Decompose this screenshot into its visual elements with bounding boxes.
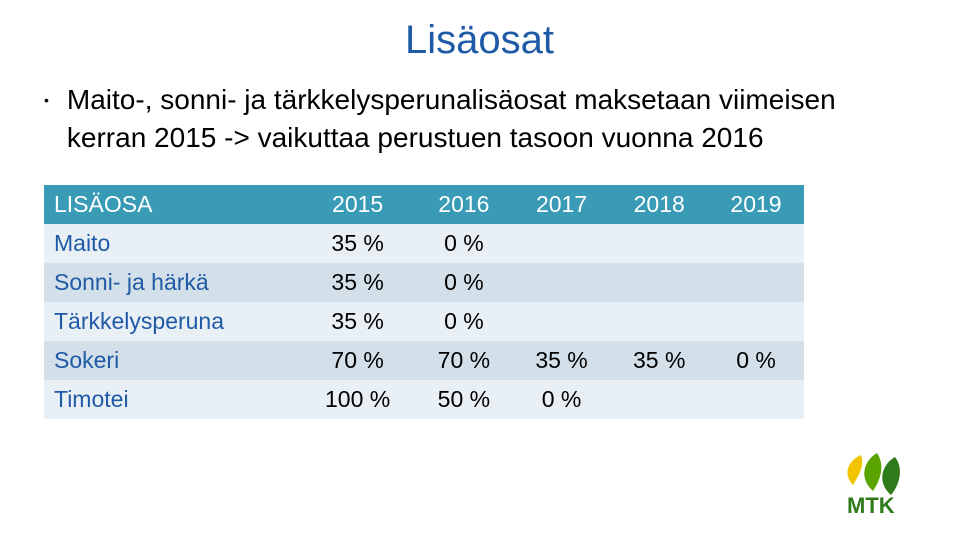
table-cell <box>708 224 804 263</box>
table-cell: 0 % <box>415 263 513 302</box>
table-cell: 0 % <box>708 341 804 380</box>
slide: Lisäosat • Maito-, sonni- ja tärkkelyspe… <box>0 0 959 541</box>
table-header-year: 2019 <box>708 185 804 224</box>
table-cell: 35 % <box>513 341 611 380</box>
table-row-label: Sokeri <box>44 341 300 380</box>
table-cell <box>610 380 708 419</box>
table-row: Tärkkelysperuna 35 % 0 % <box>44 302 804 341</box>
table-row-label: Maito <box>44 224 300 263</box>
table-row: Sonni- ja härkä 35 % 0 % <box>44 263 804 302</box>
table-cell <box>708 380 804 419</box>
table-cell: 35 % <box>300 224 415 263</box>
bullet-item: • Maito-, sonni- ja tärkkelysperunalisäo… <box>44 81 919 157</box>
table-cell <box>513 302 611 341</box>
table-row-label: Tärkkelysperuna <box>44 302 300 341</box>
table-header-row: LISÄOSA 2015 2016 2017 2018 2019 <box>44 185 804 224</box>
table-cell <box>513 263 611 302</box>
table-cell: 35 % <box>300 302 415 341</box>
mtk-logo: MTK <box>833 453 929 517</box>
table-header-year: 2018 <box>610 185 708 224</box>
table-cell: 70 % <box>300 341 415 380</box>
table-cell <box>610 302 708 341</box>
table-cell <box>610 224 708 263</box>
table-cell: 35 % <box>300 263 415 302</box>
table-cell: 0 % <box>415 224 513 263</box>
table-cell: 0 % <box>513 380 611 419</box>
table-row: Sokeri 70 % 70 % 35 % 35 % 0 % <box>44 341 804 380</box>
table-cell: 0 % <box>415 302 513 341</box>
bullet-text: Maito-, sonni- ja tärkkelysperunalisäosa… <box>67 81 919 157</box>
table-cell: 100 % <box>300 380 415 419</box>
bullet-dot: • <box>44 93 49 107</box>
lisaosa-table: LISÄOSA 2015 2016 2017 2018 2019 Maito 3… <box>44 185 804 419</box>
table-row: Timotei 100 % 50 % 0 % <box>44 380 804 419</box>
table-header-year: 2017 <box>513 185 611 224</box>
table-row-label: Timotei <box>44 380 300 419</box>
table-cell: 70 % <box>415 341 513 380</box>
table-header-year: 2015 <box>300 185 415 224</box>
table-cell <box>708 263 804 302</box>
mtk-logo-text: MTK <box>847 493 895 517</box>
table-row: Maito 35 % 0 % <box>44 224 804 263</box>
table-cell: 35 % <box>610 341 708 380</box>
page-title: Lisäosat <box>40 18 919 63</box>
table-row-label: Sonni- ja härkä <box>44 263 300 302</box>
table-cell <box>513 224 611 263</box>
table-header-label: LISÄOSA <box>44 185 300 224</box>
table-cell <box>610 263 708 302</box>
table-cell: 50 % <box>415 380 513 419</box>
table-header-year: 2016 <box>415 185 513 224</box>
table-cell <box>708 302 804 341</box>
mtk-logo-icon: MTK <box>833 453 929 517</box>
